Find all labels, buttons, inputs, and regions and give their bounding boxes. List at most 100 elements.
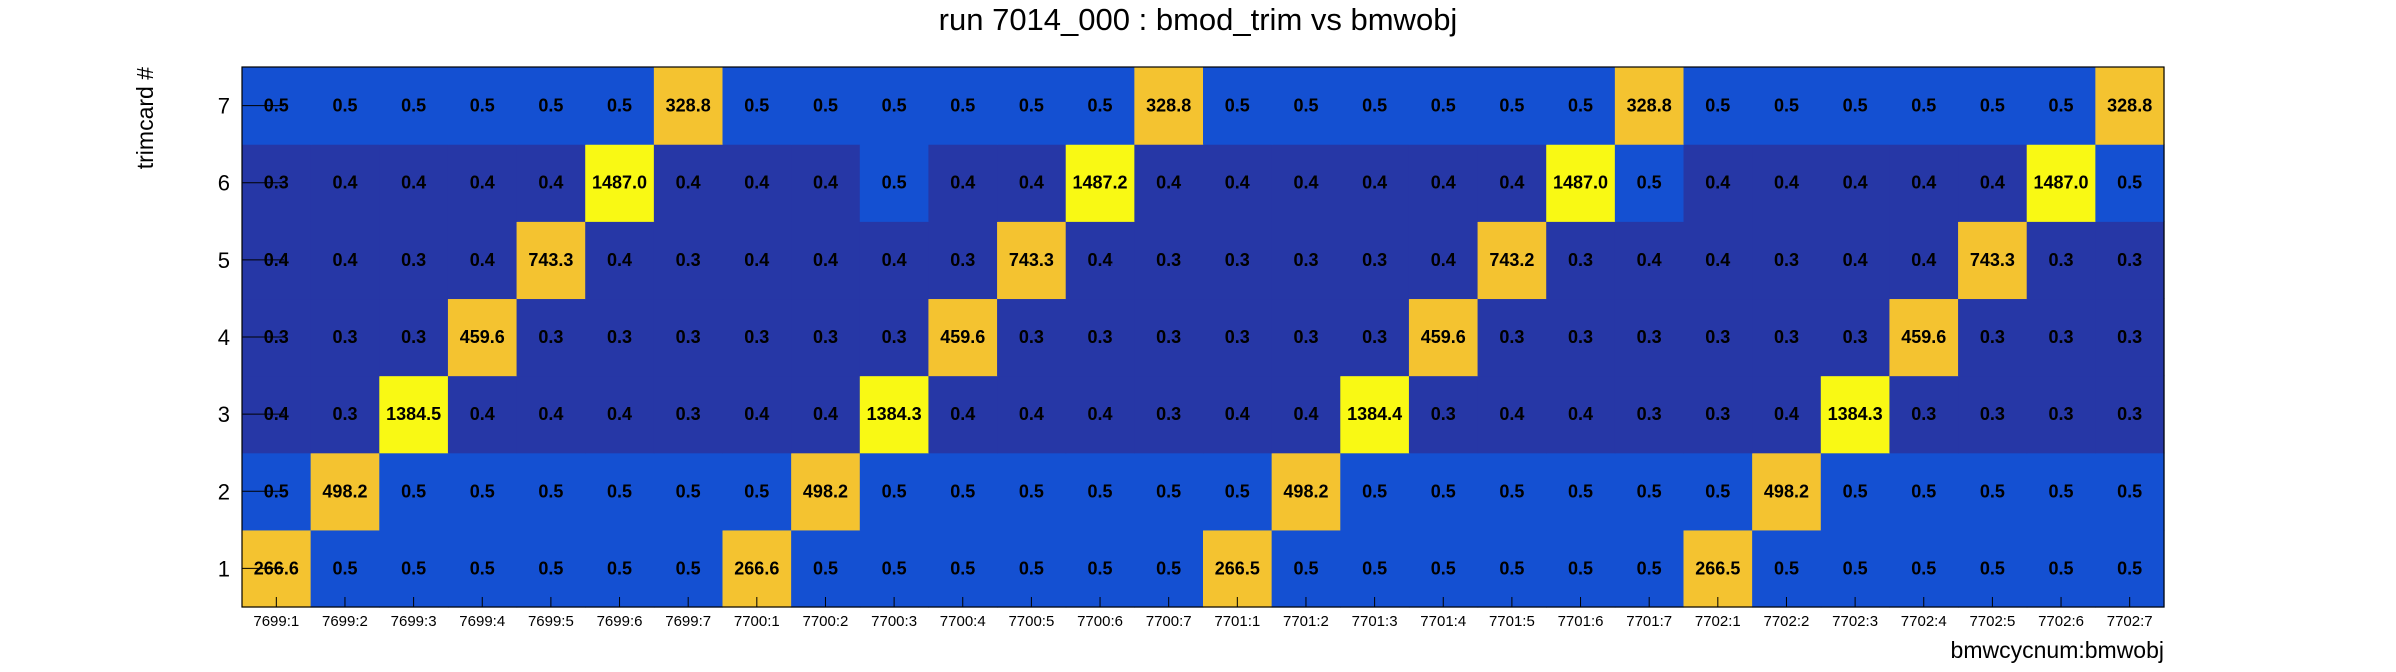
cell-value-label: 0.5 [950, 481, 975, 501]
heatmap-cell [1889, 144, 1959, 222]
heatmap-cell [791, 298, 861, 377]
heatmap-cell [516, 529, 586, 608]
cell-value-label: 0.5 [538, 558, 563, 578]
heatmap-cell [1065, 298, 1135, 377]
heatmap-cell [1408, 221, 1479, 300]
heatmap-cell [585, 298, 655, 377]
heatmap-cell [1408, 529, 1479, 608]
cell-value-label: 1384.3 [867, 404, 922, 424]
cell-value-label: 0.5 [401, 96, 426, 116]
cell-value-label: 0.5 [1293, 558, 1318, 578]
cell-value-label: 0.5 [538, 481, 563, 501]
cell-value-label: 0.3 [1843, 327, 1868, 347]
heatmap-cell [1408, 144, 1479, 222]
cell-value-label: 0.4 [744, 404, 769, 424]
cell-value-label: 0.5 [1705, 481, 1730, 501]
cell-value-label: 0.5 [401, 558, 426, 578]
cell-value-label: 0.5 [1431, 481, 1456, 501]
heatmap-cell [1477, 529, 1547, 608]
heatmap-cell [1752, 452, 1822, 531]
x-tick-label: 7700:3 [871, 613, 917, 630]
heatmap-cell [1271, 67, 1341, 145]
cell-value-label: 0.4 [950, 404, 975, 424]
cell-value-label: 0.3 [676, 250, 701, 270]
heatmap-cell [379, 529, 449, 608]
heatmap-cell [928, 221, 998, 300]
heatmap-cell [791, 529, 861, 608]
cell-value-label: 0.5 [1911, 481, 1936, 501]
heatmap-cell [1614, 144, 1685, 222]
heatmap-cell [1065, 529, 1135, 608]
cell-value-label: 0.3 [1293, 327, 1318, 347]
cell-value-label: 328.8 [1627, 96, 1672, 116]
heatmap-cell [1203, 221, 1273, 300]
cell-value-label: 1487.2 [1073, 173, 1128, 193]
heatmap-cell [1546, 375, 1616, 454]
heatmap-cell [2026, 529, 2096, 608]
cell-value-label: 0.3 [332, 404, 357, 424]
cell-value-label: 0.5 [1156, 481, 1181, 501]
x-tick-label: 7699:5 [528, 613, 574, 630]
cell-value-label: 0.5 [470, 481, 495, 501]
heatmap-cell [1614, 529, 1685, 608]
cell-value-label: 0.3 [1088, 327, 1113, 347]
heatmap-cell [447, 298, 518, 377]
heatmap-cell [379, 452, 449, 531]
heatmap-cell [1614, 452, 1685, 531]
cell-value-label: 0.4 [813, 250, 838, 270]
cell-value-label: 0.5 [1637, 558, 1662, 578]
heatmap-cell [2095, 144, 2165, 222]
heatmap-cell [1958, 452, 2028, 531]
cell-value-label: 0.3 [1637, 327, 1662, 347]
cell-value-label: 0.3 [1156, 250, 1181, 270]
cell-value-label: 0.5 [1843, 558, 1868, 578]
heatmap-cell [1408, 452, 1479, 531]
cell-value-label: 0.5 [470, 96, 495, 116]
heatmap-cell [379, 67, 449, 145]
heatmap-cell [1683, 144, 1753, 222]
heatmap-cell [1752, 375, 1822, 454]
cell-value-label: 0.5 [1637, 173, 1662, 193]
heatmap-cell [653, 221, 724, 300]
cell-value-label: 0.5 [882, 173, 907, 193]
cell-value-label: 0.4 [1705, 173, 1730, 193]
heatmap-cell [1203, 375, 1273, 454]
heatmap-cell [516, 298, 586, 377]
cell-value-label: 0.4 [1843, 173, 1868, 193]
heatmap-cell [859, 221, 930, 300]
cell-value-label: 0.5 [1225, 481, 1250, 501]
heatmap-cell [722, 144, 792, 222]
cell-value-label: 0.5 [744, 96, 769, 116]
heatmap-cell [585, 452, 655, 531]
heatmap-cell [1065, 375, 1135, 454]
heatmap-cell [997, 298, 1067, 377]
heatmap-cell [928, 375, 998, 454]
heatmap-cell [722, 452, 792, 531]
x-tick-label: 7699:2 [322, 613, 368, 630]
cell-value-label: 0.3 [882, 327, 907, 347]
heatmap-cell [997, 375, 1067, 454]
cell-value-label: 0.5 [401, 481, 426, 501]
cell-value-label: 0.4 [470, 250, 495, 270]
heatmap-cell [1614, 375, 1685, 454]
heatmap-cell [379, 221, 449, 300]
cell-value-label: 0.4 [882, 250, 907, 270]
heatmap-cell [1889, 298, 1959, 377]
heatmap-cell [1958, 529, 2028, 608]
cell-value-label: 0.5 [2117, 558, 2142, 578]
heatmap-cell [585, 67, 655, 145]
cell-value-label: 0.3 [676, 327, 701, 347]
cell-value-label: 0.4 [607, 250, 632, 270]
chart-title: run 7014_000 : bmod_trim vs bmwobj [939, 2, 1458, 37]
heatmap-cell [1958, 221, 2028, 300]
heatmap-cell [1958, 144, 2028, 222]
heatmap-cell [791, 375, 861, 454]
x-tick-label: 7701:1 [1214, 613, 1260, 630]
cell-value-label: 0.5 [1774, 558, 1799, 578]
x-tick-label: 7699:4 [459, 613, 505, 630]
cell-value-label: 0.3 [2117, 250, 2142, 270]
cell-value-label: 0.4 [1293, 173, 1318, 193]
cell-value-label: 0.3 [1980, 404, 2005, 424]
cell-value-label: 0.4 [1088, 250, 1113, 270]
y-tick-label: 2 [218, 479, 230, 504]
